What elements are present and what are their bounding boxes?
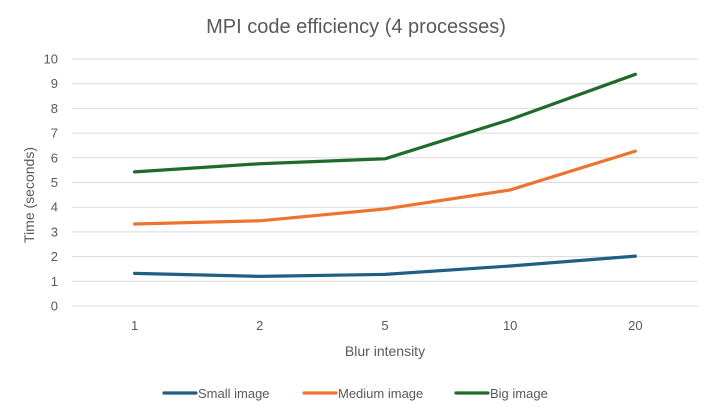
legend-item: Medium image bbox=[302, 386, 423, 401]
chart-title: MPI code efficiency (4 processes) bbox=[206, 16, 506, 38]
y-axis-label: Time (seconds) bbox=[21, 147, 37, 243]
y-tick-label: 10 bbox=[44, 52, 58, 67]
y-tick-labels: 0 1 2 3 4 5 6 7 8 9 10 bbox=[44, 52, 58, 314]
y-tick-label: 9 bbox=[51, 76, 58, 91]
series-layer bbox=[133, 72, 638, 278]
x-tick-label: 20 bbox=[628, 318, 642, 333]
x-tick-label: 2 bbox=[256, 318, 263, 333]
y-tick-label: 1 bbox=[51, 274, 58, 289]
y-tick-label: 8 bbox=[51, 101, 58, 116]
y-tick-label: 3 bbox=[51, 224, 58, 239]
legend-label: Small image bbox=[198, 386, 270, 401]
legend-item: Small image bbox=[162, 386, 270, 401]
x-tick-labels: 1 2 5 10 20 bbox=[131, 318, 643, 333]
legend-label: Medium image bbox=[338, 386, 423, 401]
series-line-small-image bbox=[133, 254, 638, 278]
y-tick-label: 7 bbox=[51, 126, 58, 141]
series-line-big-image bbox=[133, 72, 638, 174]
x-tick-label: 10 bbox=[503, 318, 517, 333]
x-axis-label: Blur intensity bbox=[345, 343, 425, 359]
series-line-medium-image bbox=[133, 149, 638, 226]
y-tick-label: 5 bbox=[51, 175, 58, 190]
y-tick-label: 0 bbox=[51, 299, 58, 314]
y-tick-label: 4 bbox=[51, 200, 58, 215]
legend-item: Big image bbox=[454, 386, 548, 401]
legend-label: Big image bbox=[490, 386, 548, 401]
x-tick-label: 5 bbox=[381, 318, 388, 333]
y-tick-label: 6 bbox=[51, 150, 58, 165]
legend: Small image Medium image Big image bbox=[162, 386, 548, 401]
x-tick-label: 1 bbox=[131, 318, 138, 333]
grid-layer bbox=[72, 58, 698, 307]
y-tick-label: 2 bbox=[51, 249, 58, 264]
